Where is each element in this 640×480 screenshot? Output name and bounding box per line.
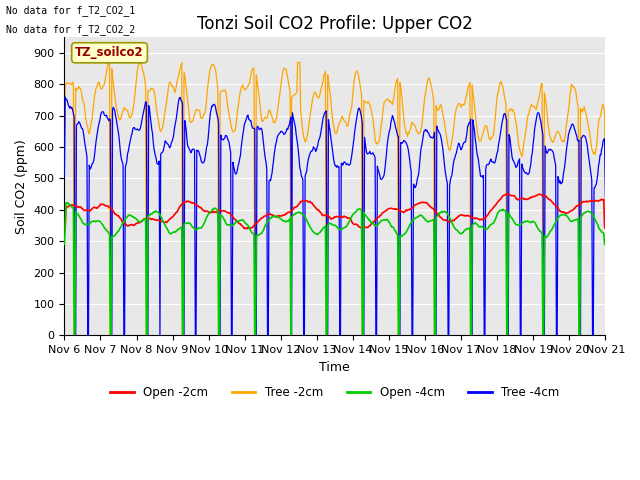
Title: Tonzi Soil CO2 Profile: Upper CO2: Tonzi Soil CO2 Profile: Upper CO2: [197, 15, 473, 33]
Y-axis label: Soil CO2 (ppm): Soil CO2 (ppm): [15, 139, 28, 234]
X-axis label: Time: Time: [319, 360, 350, 373]
Text: No data for f_T2_CO2_1: No data for f_T2_CO2_1: [6, 5, 136, 16]
Text: TZ_soilco2: TZ_soilco2: [76, 46, 144, 59]
Text: No data for f_T2_CO2_2: No data for f_T2_CO2_2: [6, 24, 136, 35]
Legend: Open -2cm, Tree -2cm, Open -4cm, Tree -4cm: Open -2cm, Tree -2cm, Open -4cm, Tree -4…: [106, 382, 564, 404]
